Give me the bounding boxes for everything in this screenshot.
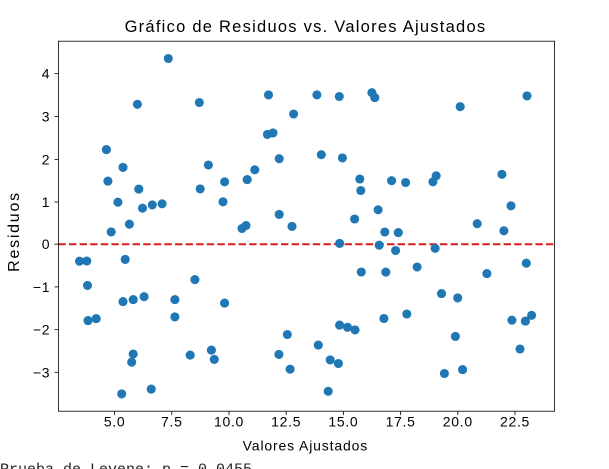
svg-text:20.0: 20.0 bbox=[443, 414, 473, 430]
svg-text:Valores Ajustados: Valores Ajustados bbox=[243, 438, 368, 454]
svg-text:10.0: 10.0 bbox=[214, 414, 244, 430]
svg-text:1: 1 bbox=[42, 194, 51, 210]
svg-text:2: 2 bbox=[42, 151, 51, 167]
svg-text:0: 0 bbox=[42, 236, 51, 252]
svg-text:17.5: 17.5 bbox=[386, 414, 416, 430]
svg-text:Gráfico de Residuos vs. Valore: Gráfico de Residuos vs. Valores Ajustado… bbox=[125, 18, 487, 36]
svg-text:Residuos: Residuos bbox=[6, 191, 23, 272]
svg-text:−3: −3 bbox=[33, 364, 50, 380]
svg-text:−2: −2 bbox=[33, 322, 50, 338]
svg-text:4: 4 bbox=[42, 66, 51, 82]
svg-text:22.5: 22.5 bbox=[500, 414, 530, 430]
svg-text:15.0: 15.0 bbox=[328, 414, 358, 430]
svg-text:5.0: 5.0 bbox=[104, 414, 126, 430]
svg-text:Prueba de Levene: p = 0.0455: Prueba de Levene: p = 0.0455 bbox=[0, 462, 252, 469]
svg-text:7.5: 7.5 bbox=[161, 414, 183, 430]
svg-text:12.5: 12.5 bbox=[271, 414, 301, 430]
svg-text:3: 3 bbox=[42, 109, 51, 125]
svg-text:−1: −1 bbox=[33, 279, 50, 295]
